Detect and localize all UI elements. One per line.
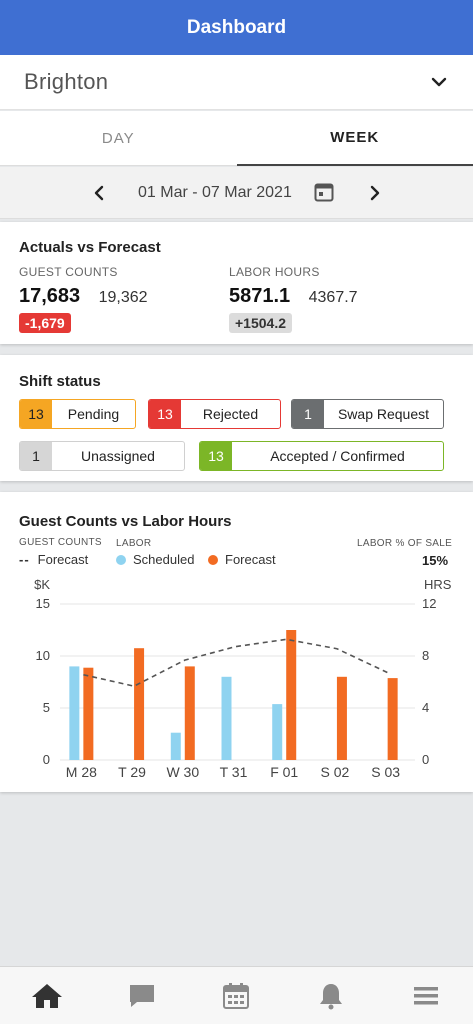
scheduled-bar — [221, 676, 232, 760]
x-tick-label: F 01 — [270, 764, 299, 780]
previous-week-button[interactable] — [88, 182, 110, 204]
bottom-navigation — [0, 966, 473, 1024]
card-title: Guest Counts vs Labor Hours — [19, 513, 232, 530]
shift-count: 1 — [20, 442, 52, 470]
period-tabs: DAY WEEK — [0, 111, 473, 166]
chevron-right-icon — [370, 185, 380, 200]
tab-day[interactable]: DAY — [0, 111, 237, 166]
left-tick-label: 10 — [35, 648, 50, 663]
next-week-button[interactable] — [364, 182, 386, 204]
guest-actual-value: 17,683 — [19, 285, 81, 307]
guest-forecast-value: 19,362 — [98, 289, 148, 306]
scheduled-bar — [69, 666, 80, 760]
labor-diff-badge: +1504.2 — [229, 313, 292, 333]
scheduled-bar — [170, 732, 181, 760]
x-tick-label: T 29 — [118, 764, 146, 780]
card-title: Actuals vs Forecast — [19, 239, 161, 256]
labor-pct-value: 15% — [422, 553, 449, 568]
right-tick-label: 12 — [422, 596, 437, 611]
forecast-bar — [134, 648, 145, 760]
x-tick-label: T 31 — [219, 764, 248, 780]
labor-hours-block: LABOR HOURS 5871.1 4367.7 +1504.2 — [229, 265, 358, 333]
guest-counts-block: GUEST COUNTS 17,683 19,362 -1,679 — [19, 265, 148, 333]
shift-count: 13 — [20, 400, 52, 428]
shift-label: Swap Request — [337, 406, 430, 422]
guest-counts-caption: GUEST COUNTS — [19, 537, 102, 548]
app-header: Dashboard — [0, 0, 473, 55]
shift-status-card: Shift status 13 Pending 13 Rejected 1 Sw… — [0, 355, 473, 481]
guest-diff-badge: -1,679 — [19, 313, 71, 333]
labor-pct-caption: LABOR % OF SALE — [357, 538, 453, 549]
shift-label: Rejected — [202, 406, 259, 422]
forecast-dot-icon — [208, 554, 218, 565]
shift-label: Accepted / Confirmed — [270, 448, 405, 464]
guest-counts-label: GUEST COUNTS — [19, 265, 118, 279]
nav-home[interactable] — [0, 967, 95, 1024]
forecast-bar — [286, 630, 297, 760]
legend-label: Forecast — [37, 552, 89, 567]
shift-count: 13 — [149, 400, 181, 428]
nav-notifications[interactable] — [284, 967, 379, 1024]
forecast-line — [83, 638, 388, 688]
chevron-down-icon[interactable] — [429, 72, 449, 92]
location-selector[interactable]: Brighton — [0, 55, 473, 110]
right-tick-label: 8 — [422, 648, 430, 663]
shift-count: 13 — [200, 442, 232, 470]
x-tick-label: S 03 — [371, 764, 401, 780]
labor-forecast-value: 4367.7 — [308, 289, 358, 306]
legend-scheduled: Scheduled — [116, 552, 194, 567]
left-tick-label: 15 — [35, 596, 50, 611]
nav-schedule[interactable] — [189, 967, 284, 1024]
page-title: Dashboard — [186, 16, 287, 38]
legend-label: Forecast — [225, 552, 276, 567]
shift-pill-accepted[interactable]: 13 Accepted / Confirmed — [199, 441, 444, 471]
scheduled-bar — [272, 704, 283, 760]
chat-icon — [129, 984, 154, 1007]
forecast-bar — [387, 678, 398, 760]
actuals-vs-forecast-card[interactable]: Actuals vs Forecast GUEST COUNTS 17,683 … — [0, 222, 473, 344]
labor-hours-label: LABOR HOURS — [229, 265, 320, 279]
nav-messages[interactable] — [95, 967, 190, 1024]
right-tick-label: 4 — [422, 700, 430, 715]
tab-week[interactable]: WEEK — [236, 111, 473, 166]
dashed-line-icon: -- — [19, 552, 30, 567]
bell-icon — [320, 983, 343, 1009]
left-axis-unit: $K — [34, 577, 50, 592]
shift-pill-pending[interactable]: 13 Pending — [19, 399, 136, 429]
legend-forecast-line: -- Forecast — [19, 552, 88, 567]
home-icon — [32, 983, 63, 1008]
legend-forecast-bar: Forecast — [208, 552, 276, 567]
calendar-picker-icon[interactable] — [314, 182, 334, 207]
guest-vs-labor-card: Guest Counts vs Labor Hours GUEST COUNTS… — [0, 492, 473, 792]
forecast-bar — [184, 666, 195, 760]
labor-caption: LABOR — [116, 538, 152, 549]
right-axis-unit: HRS — [424, 577, 452, 592]
shift-pill-rejected[interactable]: 13 Rejected — [148, 399, 281, 429]
scheduled-dot-icon — [116, 554, 126, 565]
menu-icon — [413, 986, 438, 1004]
x-tick-label: S 02 — [320, 764, 350, 780]
date-range: 01 Mar - 07 Mar 2021 — [138, 183, 292, 201]
chart-plot — [60, 603, 415, 761]
calendar-icon — [223, 982, 250, 1009]
shift-label: Pending — [67, 406, 120, 422]
nav-menu[interactable] — [378, 967, 473, 1024]
shift-label: Unassigned — [81, 448, 155, 464]
location-name: Brighton — [24, 69, 109, 94]
date-navigator: 01 Mar - 07 Mar 2021 — [0, 167, 473, 219]
shift-count: 1 — [292, 400, 324, 428]
x-tick-label: M 28 — [65, 764, 97, 780]
chevron-left-icon — [94, 185, 104, 200]
x-tick-label: W 30 — [166, 764, 200, 780]
left-tick-label: 5 — [42, 700, 50, 715]
left-tick-label: 0 — [42, 752, 50, 767]
card-title: Shift status — [19, 373, 101, 390]
shift-pill-swap-request[interactable]: 1 Swap Request — [291, 399, 444, 429]
forecast-bar — [336, 676, 347, 760]
labor-actual-value: 5871.1 — [229, 285, 291, 307]
forecast-bar — [83, 667, 94, 760]
shift-pill-unassigned[interactable]: 1 Unassigned — [19, 441, 185, 471]
legend-label: Scheduled — [133, 552, 195, 567]
right-tick-label: 0 — [422, 752, 430, 767]
